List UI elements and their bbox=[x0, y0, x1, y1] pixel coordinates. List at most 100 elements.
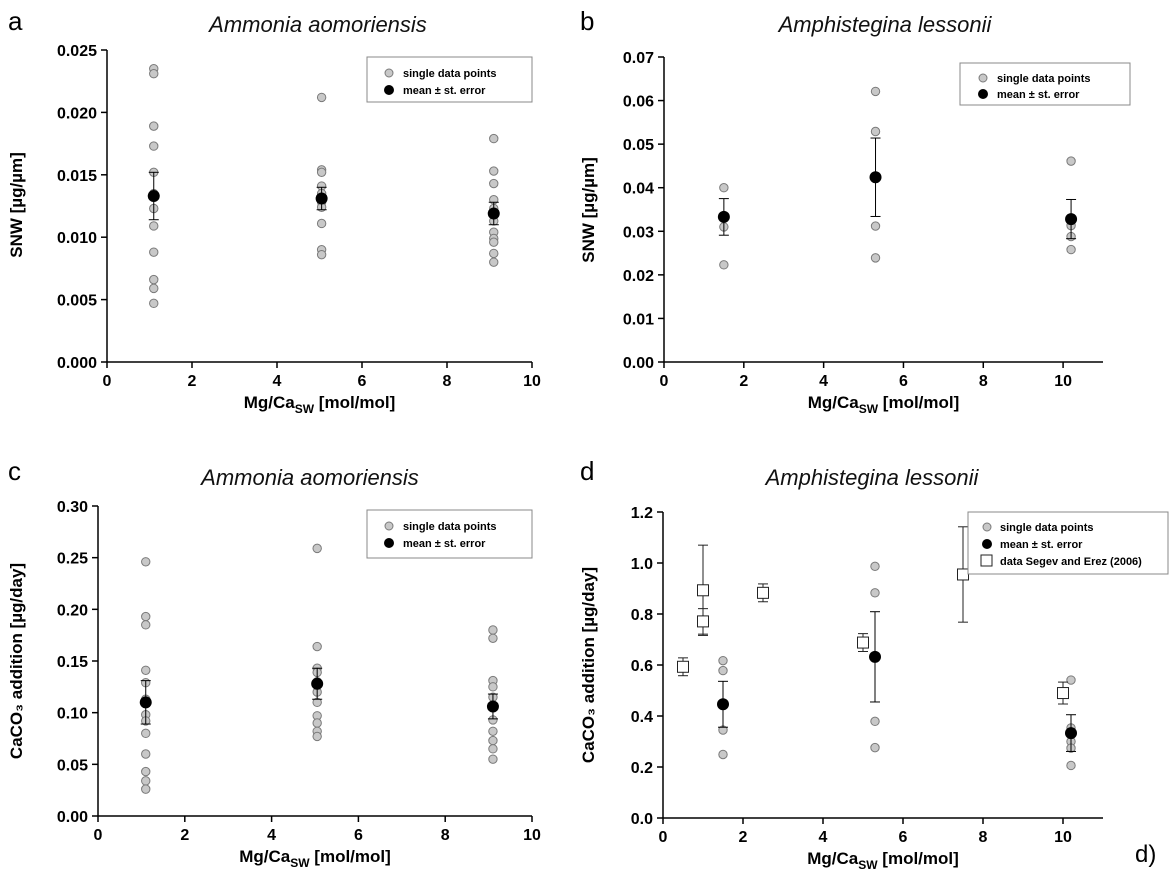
single-data-point bbox=[316, 167, 327, 178]
mean-point bbox=[869, 650, 881, 663]
panel-letter: d bbox=[580, 456, 594, 486]
legend-label-mean: mean ± st. error bbox=[997, 89, 1080, 101]
legend-mean-marker bbox=[978, 89, 988, 99]
y-tick-label: 0.4 bbox=[631, 709, 653, 726]
reference-point bbox=[1057, 687, 1069, 700]
y-tick-label: 0.10 bbox=[57, 706, 88, 723]
single-data-point bbox=[870, 253, 881, 263]
single-data-point bbox=[870, 716, 880, 727]
panel-letter: c bbox=[8, 456, 21, 486]
x-tick-label: 10 bbox=[1054, 829, 1072, 846]
mean-point bbox=[717, 698, 729, 711]
single-data-point bbox=[489, 166, 499, 176]
single-data-point bbox=[312, 731, 322, 742]
single-data-point bbox=[312, 718, 322, 728]
x-tick-label: 2 bbox=[739, 373, 748, 390]
single-data-point bbox=[149, 283, 159, 294]
single-data-point bbox=[488, 682, 498, 692]
reference-point bbox=[857, 636, 869, 649]
plot-area: 0.000 0.005 0.010 0.015 0.020 0.025 0 2 4 6 8 10 Mg/… bbox=[7, 43, 541, 416]
y-tick-label: 0.2 bbox=[631, 760, 653, 777]
mean-point bbox=[869, 171, 882, 184]
legend-label-reference: data Segev and Erez (2006) bbox=[1000, 556, 1142, 568]
y-tick-label: 1.2 bbox=[631, 505, 653, 522]
y-axis-title: SNW [µg/µm] bbox=[7, 152, 26, 258]
x-tick-label: 4 bbox=[819, 829, 828, 846]
single-data-point bbox=[316, 249, 327, 260]
single-data-point bbox=[141, 620, 151, 630]
reference-point bbox=[677, 660, 689, 673]
y-tick-label: 0.02 bbox=[623, 268, 654, 285]
panel-d: d Amphistegina lessonii 0.0 0.2 0.4 0.6 0.8 1… bbox=[579, 456, 1169, 872]
panel-letter: b bbox=[580, 6, 594, 36]
y-axis-title: SNW [µg/µm] bbox=[579, 157, 598, 263]
mean-point bbox=[1065, 213, 1078, 226]
single-data-point bbox=[316, 92, 327, 103]
panel-letter: a bbox=[8, 6, 23, 36]
single-data-point bbox=[312, 641, 322, 652]
y-tick-label: 0.00 bbox=[57, 809, 88, 826]
y-tick-label: 0.15 bbox=[57, 654, 88, 671]
single-data-point bbox=[870, 126, 881, 137]
legend-single-point-marker bbox=[978, 73, 988, 83]
single-data-point bbox=[488, 744, 498, 754]
x-tick-label: 6 bbox=[358, 373, 367, 390]
y-tick-label: 0.25 bbox=[57, 551, 88, 568]
single-data-point bbox=[149, 274, 159, 285]
mean-point bbox=[717, 210, 730, 223]
x-tick-label: 8 bbox=[443, 373, 452, 390]
single-data-point bbox=[149, 247, 159, 257]
legend: single data points mean ± st. error bbox=[366, 56, 533, 103]
single-data-point bbox=[489, 257, 499, 267]
legend: single data points mean ± st. error data… bbox=[967, 511, 1169, 575]
x-tick-label: 10 bbox=[523, 827, 541, 844]
y-tick-label: 0.8 bbox=[631, 607, 653, 624]
single-data-point bbox=[141, 776, 151, 786]
x-tick-label: 4 bbox=[819, 373, 828, 390]
x-tick-label: 10 bbox=[523, 373, 541, 390]
x-tick-label: 8 bbox=[979, 373, 988, 390]
single-data-point bbox=[312, 543, 322, 554]
legend-label-single: single data points bbox=[403, 68, 497, 80]
y-tick-label: 1.0 bbox=[631, 556, 653, 573]
single-data-point bbox=[1066, 156, 1076, 166]
y-tick-label: 0.30 bbox=[57, 499, 88, 516]
single-data-point bbox=[489, 178, 499, 189]
single-data-point bbox=[488, 625, 498, 635]
single-data-point bbox=[488, 754, 498, 764]
legend-label-single: single data points bbox=[997, 73, 1091, 85]
y-tick-label: 0.04 bbox=[623, 181, 654, 198]
plot-area: 0.00 0.05 0.10 0.15 0.20 0.25 0.30 0 2 4 6 8 10 Mg/Ca… bbox=[7, 499, 541, 870]
legend-reference-marker bbox=[980, 554, 993, 567]
single-data-point bbox=[719, 183, 729, 193]
single-data-point bbox=[316, 218, 327, 229]
single-data-point bbox=[870, 742, 880, 753]
chart-title: Amphistegina lessonii bbox=[764, 465, 980, 490]
y-tick-label: 0.005 bbox=[57, 293, 97, 310]
single-data-point bbox=[149, 221, 159, 231]
single-data-point bbox=[141, 728, 151, 739]
single-data-point bbox=[870, 561, 880, 572]
panel-a: a Ammonia aomoriensis 0.0000.0050.0100.0… bbox=[7, 6, 541, 416]
x-tick-label: 8 bbox=[979, 829, 988, 846]
legend-single-point-marker bbox=[384, 68, 394, 78]
y-tick-label: 0.06 bbox=[623, 94, 654, 111]
y-tick-label: 0.0 bbox=[631, 811, 653, 828]
x-tick-label: 0 bbox=[659, 829, 668, 846]
corner-label: d) bbox=[1135, 841, 1156, 868]
y-tick-label: 0.20 bbox=[57, 602, 88, 619]
panel-b: b Amphistegina lessonii 0.00 0.01 0.02 0.03… bbox=[579, 6, 1131, 416]
y-tick-label: 0.05 bbox=[623, 137, 654, 154]
reference-point bbox=[957, 568, 969, 581]
x-tick-label: 2 bbox=[180, 827, 189, 844]
single-data-point bbox=[870, 86, 881, 97]
x-axis-title: Mg/CaSW [mol/mol] bbox=[239, 847, 391, 870]
y-tick-label: 0.6 bbox=[631, 658, 653, 675]
y-tick-label: 0.010 bbox=[57, 230, 97, 247]
mean-point bbox=[311, 677, 324, 690]
legend: single data points mean ± st. error bbox=[959, 62, 1131, 106]
x-tick-label: 6 bbox=[899, 829, 908, 846]
mean-point bbox=[147, 190, 160, 203]
x-tick-label: 4 bbox=[273, 373, 282, 390]
